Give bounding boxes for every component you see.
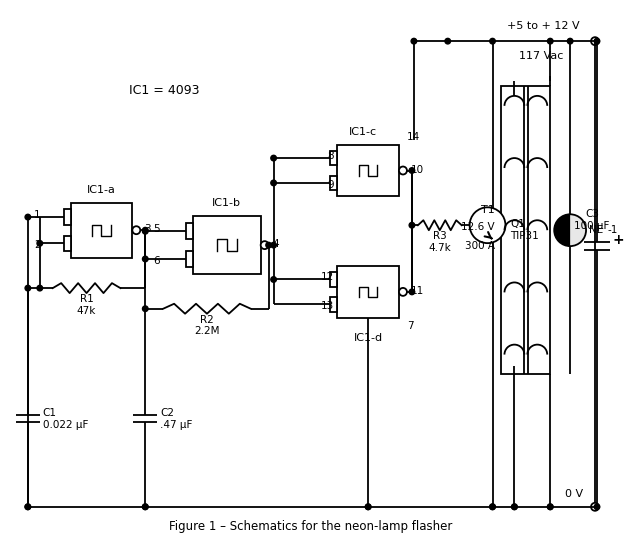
Bar [193,217,261,274]
Text: Figure 1 – Schematics for the neon-lamp flasher: Figure 1 – Schematics for the neon-lamp … [169,520,452,533]
Bar [338,266,399,318]
Circle shape [25,214,31,220]
Text: 6: 6 [154,256,160,266]
Circle shape [142,227,148,233]
Text: T1: T1 [481,205,494,215]
Text: C2
.47 µF: C2 .47 µF [160,408,192,430]
Text: IC1-c: IC1-c [349,127,378,137]
Circle shape [271,276,276,282]
Bar [186,251,193,267]
Circle shape [568,38,573,44]
Circle shape [142,228,148,234]
Text: 11: 11 [411,286,424,296]
Text: R1
47k: R1 47k [77,294,96,316]
Bar [64,210,71,225]
Circle shape [512,504,518,510]
Circle shape [25,285,31,291]
Bar [64,235,71,251]
Bar [338,145,399,197]
Text: 4: 4 [272,239,279,249]
Circle shape [142,256,148,262]
Circle shape [409,222,415,228]
Circle shape [271,156,276,161]
Text: 13: 13 [321,301,334,311]
Text: 12.6 V: 12.6 V [461,222,494,232]
Circle shape [469,207,506,243]
Circle shape [399,288,407,296]
Circle shape [409,289,415,295]
Circle shape [37,240,43,246]
Circle shape [271,242,276,248]
Bar [331,272,338,287]
Text: 2: 2 [34,240,41,251]
Text: C3
100 µF: C3 100 µF [574,210,610,231]
Text: 14: 14 [407,132,420,141]
Text: 8: 8 [328,151,334,161]
Text: NE: NE [589,225,603,235]
Text: Q1
TIP31: Q1 TIP31 [511,219,539,241]
Circle shape [554,214,586,246]
Wedge shape [554,214,570,246]
Circle shape [266,242,271,248]
Text: C1
0.022 µF: C1 0.022 µF [42,408,88,430]
Text: IC1-a: IC1-a [87,185,116,195]
Text: 5: 5 [154,224,160,234]
Circle shape [366,504,371,510]
Circle shape [548,38,553,44]
Text: 12: 12 [321,273,334,282]
Circle shape [594,504,600,510]
Text: IC1-b: IC1-b [213,198,241,208]
Text: IC1 = 4093: IC1 = 4093 [129,84,199,97]
Text: IC1-d: IC1-d [354,333,382,343]
Text: 9: 9 [328,180,334,190]
Text: 3: 3 [144,224,151,234]
Circle shape [25,504,31,510]
Circle shape [490,504,495,510]
Circle shape [399,166,407,174]
Text: 7: 7 [407,321,414,330]
Bar [501,86,550,374]
Circle shape [25,504,31,510]
Circle shape [132,226,140,234]
Circle shape [409,168,415,173]
Circle shape [490,38,495,44]
Text: 117 Vac: 117 Vac [519,51,563,61]
Circle shape [261,241,269,249]
Text: 0 V: 0 V [565,489,583,499]
Circle shape [548,504,553,510]
Circle shape [445,38,451,44]
Text: 1: 1 [34,210,41,220]
Bar [331,151,338,165]
Circle shape [490,504,495,510]
Circle shape [411,38,417,44]
Circle shape [142,504,148,510]
Text: R3
4.7k: R3 4.7k [428,231,451,253]
Text: R2
2.2M: R2 2.2M [194,315,220,336]
Circle shape [142,504,148,510]
Bar [186,223,193,239]
Circle shape [142,306,148,312]
Circle shape [271,180,276,186]
Circle shape [37,285,43,291]
Text: 300 A: 300 A [464,241,494,251]
Text: 10: 10 [411,165,424,174]
Circle shape [512,504,518,510]
Circle shape [548,504,553,510]
Text: +5 to + 12 V: +5 to + 12 V [508,21,580,31]
Bar [71,203,132,258]
Circle shape [366,504,371,510]
Bar [331,297,338,312]
Bar [331,176,338,190]
Text: +: + [613,233,624,247]
Circle shape [594,38,600,44]
Text: -1: -1 [608,225,618,235]
